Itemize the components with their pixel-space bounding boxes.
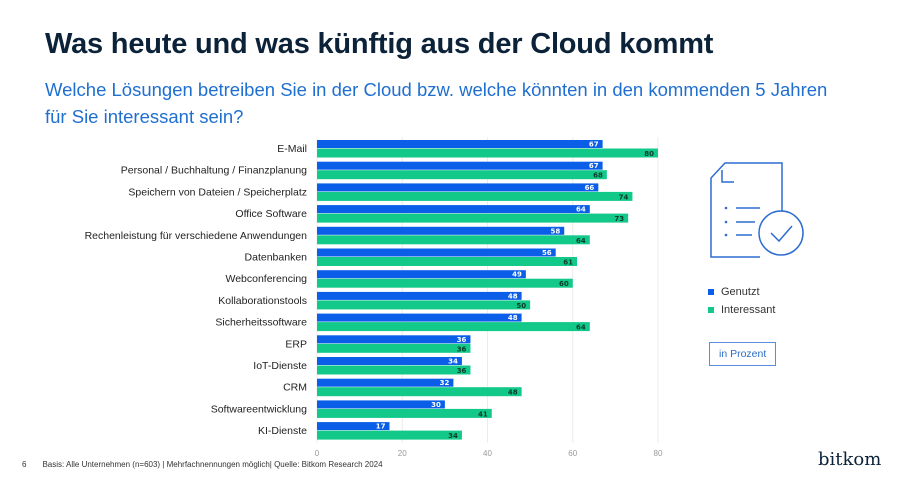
bar-interessant — [317, 235, 590, 245]
legend-item-interessant: Interessant — [708, 301, 775, 319]
bar-interessant — [317, 278, 573, 288]
data-label: 36 — [457, 336, 467, 344]
data-label: 50 — [516, 302, 526, 310]
bar-interessant — [317, 343, 471, 353]
category-label: Sicherheitssoftware — [215, 317, 307, 329]
data-label: 48 — [508, 389, 518, 397]
category-label: Personal / Buchhaltung / Finanzplanung — [121, 165, 307, 177]
data-label: 34 — [448, 358, 458, 366]
data-label: 17 — [376, 423, 386, 431]
legend-swatch — [708, 307, 714, 313]
bar-interessant — [317, 257, 578, 266]
bar-interessant — [317, 213, 629, 223]
bar-interessant — [317, 322, 590, 332]
bar-interessant — [317, 408, 492, 418]
category-label: Kollaborationstools — [218, 295, 307, 307]
legend-swatch — [708, 289, 714, 295]
data-label: 41 — [478, 410, 488, 418]
page-subtitle: Welche Lösungen betreiben Sie in der Clo… — [45, 79, 828, 127]
bar-interessant — [317, 365, 471, 375]
data-label: 61 — [563, 259, 573, 267]
bar-genutzt — [317, 335, 471, 344]
data-label: 66 — [585, 184, 595, 192]
bar-genutzt — [317, 291, 522, 300]
bar-genutzt — [317, 422, 390, 431]
category-label: CRM — [283, 382, 307, 394]
page-number: 6 — [22, 460, 27, 469]
category-label: Office Software — [235, 208, 307, 220]
data-label: 34 — [448, 432, 458, 440]
bar-interessant — [317, 300, 531, 310]
bar-genutzt — [317, 205, 590, 214]
footer-note: Basis: Alle Unternehmen (n=603) | Mehrfa… — [42, 460, 383, 469]
x-tick-label: 40 — [483, 449, 492, 458]
data-label: 73 — [614, 215, 624, 223]
legend-label: Interessant — [721, 304, 776, 316]
data-label: 30 — [431, 401, 441, 409]
category-label: Webconferencing — [225, 273, 307, 285]
unit-label: in Prozent — [709, 342, 777, 366]
bar-interessant — [317, 170, 607, 180]
bitkom-logo: bitkom — [818, 449, 882, 470]
x-tick-label: 20 — [398, 449, 407, 458]
bar-interessant — [317, 430, 462, 440]
legend: Genutzt Interessant — [708, 283, 775, 319]
bar-genutzt — [317, 161, 603, 170]
data-label: 48 — [508, 314, 518, 322]
x-tick-label: 80 — [654, 449, 663, 458]
data-label: 48 — [508, 292, 518, 300]
footer: 6 Basis: Alle Unternehmen (n=603) | Mehrf… — [22, 460, 383, 469]
bar-genutzt — [317, 400, 445, 409]
x-tick-label: 0 — [315, 449, 320, 458]
category-label: Rechenleistung für verschiedene Anwendun… — [85, 230, 308, 242]
category-label: Datenbanken — [245, 252, 308, 264]
data-label: 74 — [619, 193, 629, 201]
data-label: 64 — [576, 324, 586, 332]
data-label: 64 — [576, 237, 586, 245]
bar-genutzt — [317, 378, 454, 387]
category-label: Softwareentwicklung — [211, 403, 307, 415]
bar-genutzt — [317, 270, 526, 279]
data-label: 32 — [440, 379, 450, 387]
bar-genutzt — [317, 140, 603, 148]
category-label: ERP — [285, 338, 307, 350]
data-label: 36 — [457, 345, 467, 353]
category-label: E-Mail — [277, 143, 307, 155]
category-label: Speichern von Dateien / Speicherplatz — [128, 186, 307, 198]
legend-item-genutzt: Genutzt — [708, 283, 775, 301]
x-tick-label: 60 — [568, 449, 577, 458]
data-label: 36 — [457, 367, 467, 375]
data-label: 67 — [589, 162, 599, 170]
bar-genutzt — [317, 183, 599, 192]
page-title: Was heute und was künftig aus der Cloud … — [45, 28, 714, 60]
data-label: 64 — [576, 206, 586, 214]
data-label: 80 — [644, 150, 654, 158]
data-label: 67 — [589, 141, 599, 149]
category-label: IoT-Dienste — [253, 360, 307, 372]
bar-interessant — [317, 191, 633, 201]
bar-genutzt — [317, 357, 462, 365]
data-label: 60 — [559, 280, 569, 288]
data-label: 49 — [512, 271, 522, 279]
bar-interessant — [317, 148, 658, 158]
bar-genutzt — [317, 248, 556, 257]
legend-label: Genutzt — [721, 286, 760, 298]
bar-interessant — [317, 387, 522, 397]
data-label: 58 — [550, 227, 560, 235]
data-label: 68 — [593, 172, 603, 180]
bar-genutzt — [317, 313, 522, 322]
bar-genutzt — [317, 226, 565, 235]
data-label: 56 — [542, 249, 552, 257]
category-label: KI-Dienste — [258, 425, 307, 437]
